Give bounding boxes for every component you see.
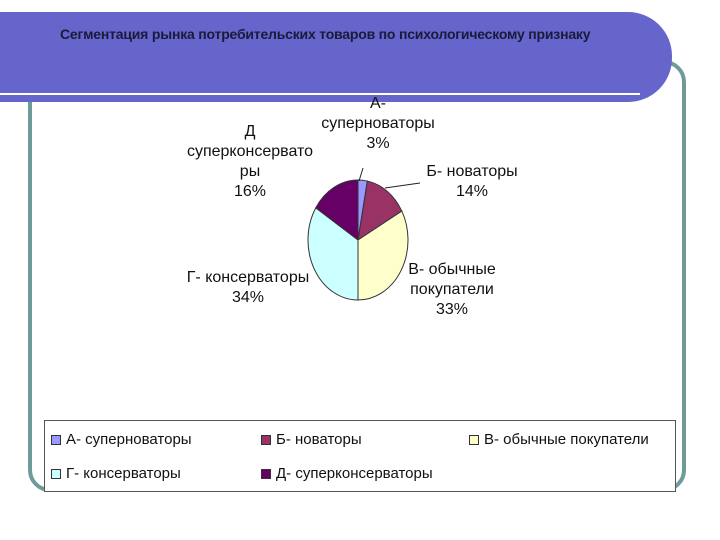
label-b: Б- новаторы 14% — [426, 163, 518, 200]
legend-swatch-b — [261, 434, 271, 445]
chart-legend: А- суперноваторы Б- новаторы В- обычные … — [44, 420, 676, 492]
pie-slice-v — [357, 210, 409, 301]
label-v: В- обычные покупатели 33% — [408, 261, 496, 318]
title-banner — [0, 12, 672, 102]
pie-slice-d — [315, 179, 359, 242]
legend-swatch-a — [51, 434, 61, 445]
label-g: Г- консерваторы 34% — [186, 269, 310, 306]
leader-line — [384, 182, 421, 189]
legend-swatch-d — [261, 468, 271, 479]
legend-label-b: Б- новаторы — [276, 431, 362, 448]
legend-label-g: Г- консерваторы — [66, 465, 181, 482]
legend-item-v: В- обычные покупатели — [469, 431, 649, 448]
legend-label-a: А- суперноваторы — [66, 431, 192, 448]
legend-item-d: Д- суперконсерваторы — [261, 465, 433, 482]
legend-label-d: Д- суперконсерваторы — [276, 465, 433, 482]
pie-slice-b — [357, 180, 403, 242]
label-a: А-суперноваторы 3% — [321, 95, 435, 152]
legend-label-v: В- обычные покупатели — [484, 431, 649, 448]
legend-swatch-g — [51, 468, 61, 479]
leader-line — [358, 167, 364, 182]
legend-item-g: Г- консерваторы — [51, 465, 181, 482]
banner-divider — [0, 93, 640, 95]
slide-title: Сегментация рынка потребительских товаро… — [60, 26, 591, 42]
legend-item-b: Б- новаторы — [261, 431, 362, 448]
legend-item-a: А- суперноваторы — [51, 431, 192, 448]
legend-swatch-v — [469, 434, 479, 445]
